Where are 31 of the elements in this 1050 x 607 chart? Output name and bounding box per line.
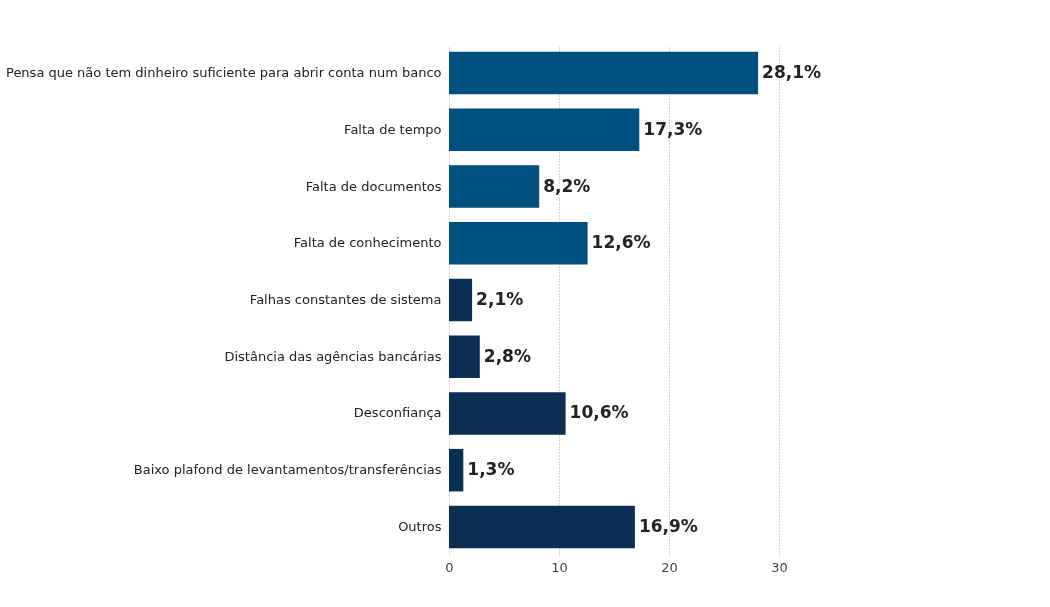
bar: [449, 278, 473, 322]
data-label: 28,1%: [762, 62, 822, 83]
x-tick-label: 20: [661, 559, 678, 575]
data-label: 2,8%: [483, 345, 531, 366]
bar: [449, 505, 635, 549]
y-tick-label: Falta de documentos: [305, 178, 442, 194]
data-label: 8,2%: [543, 175, 591, 196]
y-tick-label: Pensa que não tem dinheiro suficiente para abrir conta num banco: [6, 65, 442, 81]
y-tick-label: Falhas constantes de sistema: [249, 292, 442, 307]
bar: [449, 108, 640, 152]
y-tick-label: Falta de tempo: [344, 121, 442, 137]
bar: [449, 392, 566, 435]
bar: [449, 165, 540, 208]
data-label: 16,9%: [638, 515, 698, 536]
data-label: 2,1%: [476, 289, 524, 309]
data-label: 12,6%: [591, 232, 651, 253]
y-tick-label: Baixo plafond de levantamentos/transferências: [133, 462, 442, 478]
x-tick-label: 10: [551, 559, 568, 575]
x-tick-label: 0: [445, 559, 454, 575]
data-label: 17,3%: [643, 118, 703, 139]
bar: [449, 448, 464, 492]
y-tick-label: Desconfiança: [353, 405, 442, 421]
data-label: 10,6%: [569, 402, 629, 423]
bar: [449, 222, 588, 265]
y-tick-label: Distância das agências bancárias: [224, 348, 442, 364]
y-tick-label: Falta de conhecimento: [293, 235, 442, 251]
bar: [449, 335, 480, 378]
x-tick-label: 30: [771, 559, 788, 575]
y-tick-label: Outros: [398, 518, 442, 534]
data-label: 1,3%: [467, 459, 515, 480]
bar: [449, 51, 759, 95]
